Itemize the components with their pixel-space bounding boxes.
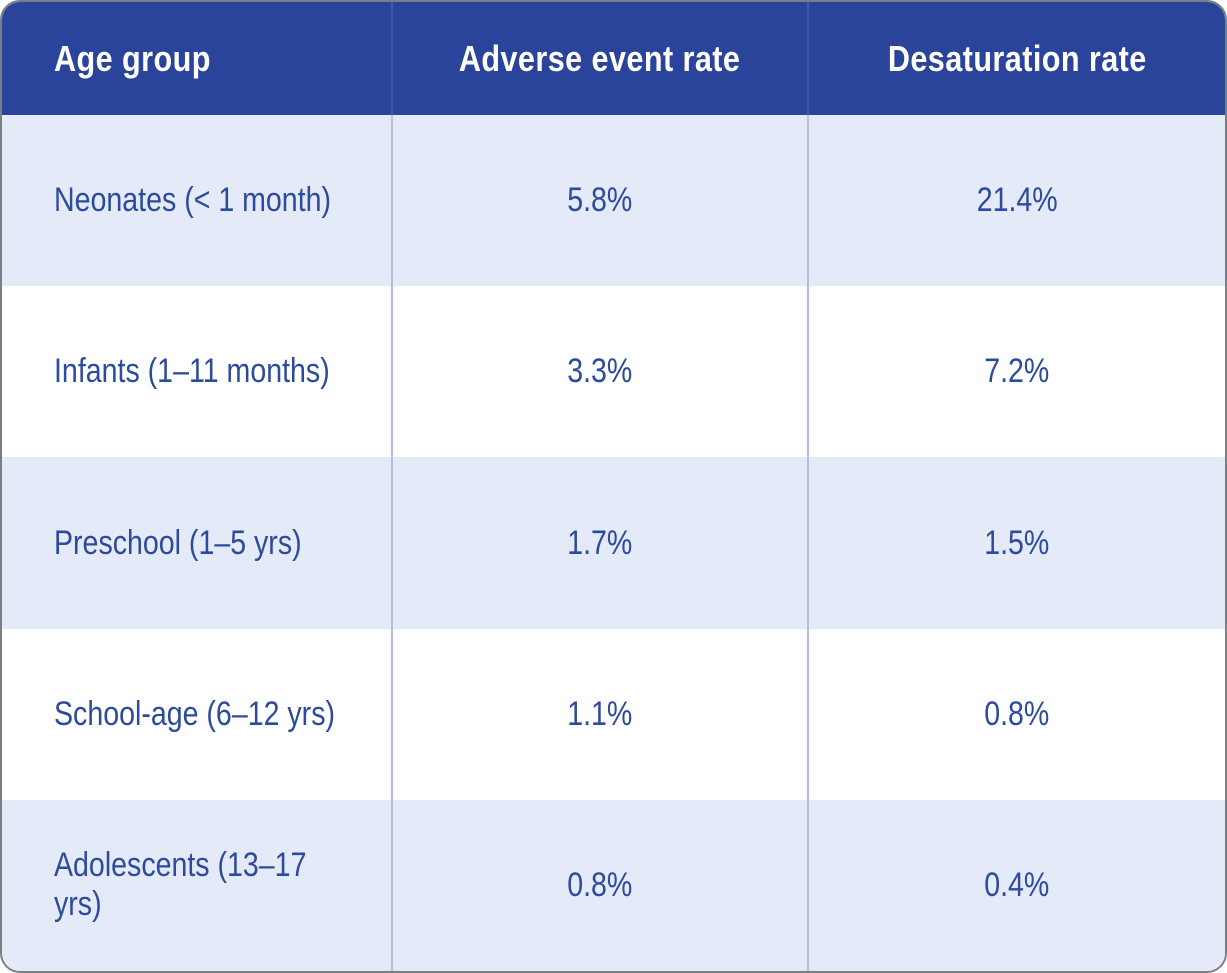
adverse-event-rate-value: 0.8% xyxy=(567,865,633,904)
desaturation-rate-value: 1.5% xyxy=(984,523,1050,562)
desaturation-rate-cell: 0.4% xyxy=(809,800,1225,971)
table-row-adolescents: Adolescents (13–17 yrs) 0.8% 0.4% xyxy=(2,799,1225,971)
column-header-desaturation-rate-label: Desaturation rate xyxy=(887,37,1147,79)
column-header-adverse-event-rate-label: Adverse event rate xyxy=(459,37,741,79)
adverse-event-rate-cell: 5.8% xyxy=(393,115,809,287)
adverse-event-rate-cell: 1.1% xyxy=(393,628,809,800)
desaturation-rate-cell: 0.8% xyxy=(809,629,1225,800)
table-row-neonates: Neonates (< 1 month) 5.8% 21.4% xyxy=(2,115,1225,287)
age-group-label: School-age (6–12 yrs) xyxy=(54,694,335,733)
desaturation-rate-cell: 7.2% xyxy=(809,286,1225,457)
age-group-label: Adolescents (13–17 yrs) xyxy=(54,846,307,924)
adverse-event-rate-cell: 0.8% xyxy=(393,799,809,971)
desaturation-rate-value: 0.4% xyxy=(984,865,1050,904)
desaturation-rate-cell: 21.4% xyxy=(809,115,1225,286)
adverse-event-rate-cell: 1.7% xyxy=(393,457,809,629)
table-row-infants: Infants (1–11 months) 3.3% 7.2% xyxy=(2,286,1225,458)
age-group-cell: Neonates (< 1 month) xyxy=(2,115,393,287)
age-group-label: Neonates (< 1 month) xyxy=(54,181,332,220)
column-header-age-group: Age group xyxy=(2,2,393,115)
desaturation-rate-cell: 1.5% xyxy=(809,457,1225,628)
age-group-label: Preschool (1–5 yrs) xyxy=(54,523,302,562)
column-header-adverse-event-rate: Adverse event rate xyxy=(393,2,809,115)
age-group-cell: Adolescents (13–17 yrs) xyxy=(2,799,393,971)
age-group-label: Infants (1–11 months) xyxy=(54,352,330,391)
adverse-event-rate-cell: 3.3% xyxy=(393,286,809,458)
desaturation-rate-value: 0.8% xyxy=(984,694,1050,733)
column-header-age-group-label: Age group xyxy=(54,37,211,79)
adverse-event-rate-value: 1.1% xyxy=(567,694,633,733)
adverse-event-rate-value: 5.8% xyxy=(567,181,633,220)
age-group-cell: Preschool (1–5 yrs) xyxy=(2,457,393,629)
age-group-cell: Infants (1–11 months) xyxy=(2,286,393,458)
adverse-event-rate-value: 3.3% xyxy=(567,352,633,391)
age-group-cell: School-age (6–12 yrs) xyxy=(2,628,393,800)
desaturation-rate-value: 21.4% xyxy=(976,181,1058,220)
desaturation-rate-value: 7.2% xyxy=(984,352,1050,391)
column-header-desaturation-rate: Desaturation rate xyxy=(809,2,1225,115)
table-header-row: Age group Adverse event rate Desaturatio… xyxy=(2,2,1225,115)
adverse-event-rate-value: 1.7% xyxy=(567,523,633,562)
table-row-school-age: School-age (6–12 yrs) 1.1% 0.8% xyxy=(2,628,1225,800)
table-row-preschool: Preschool (1–5 yrs) 1.7% 1.5% xyxy=(2,457,1225,629)
